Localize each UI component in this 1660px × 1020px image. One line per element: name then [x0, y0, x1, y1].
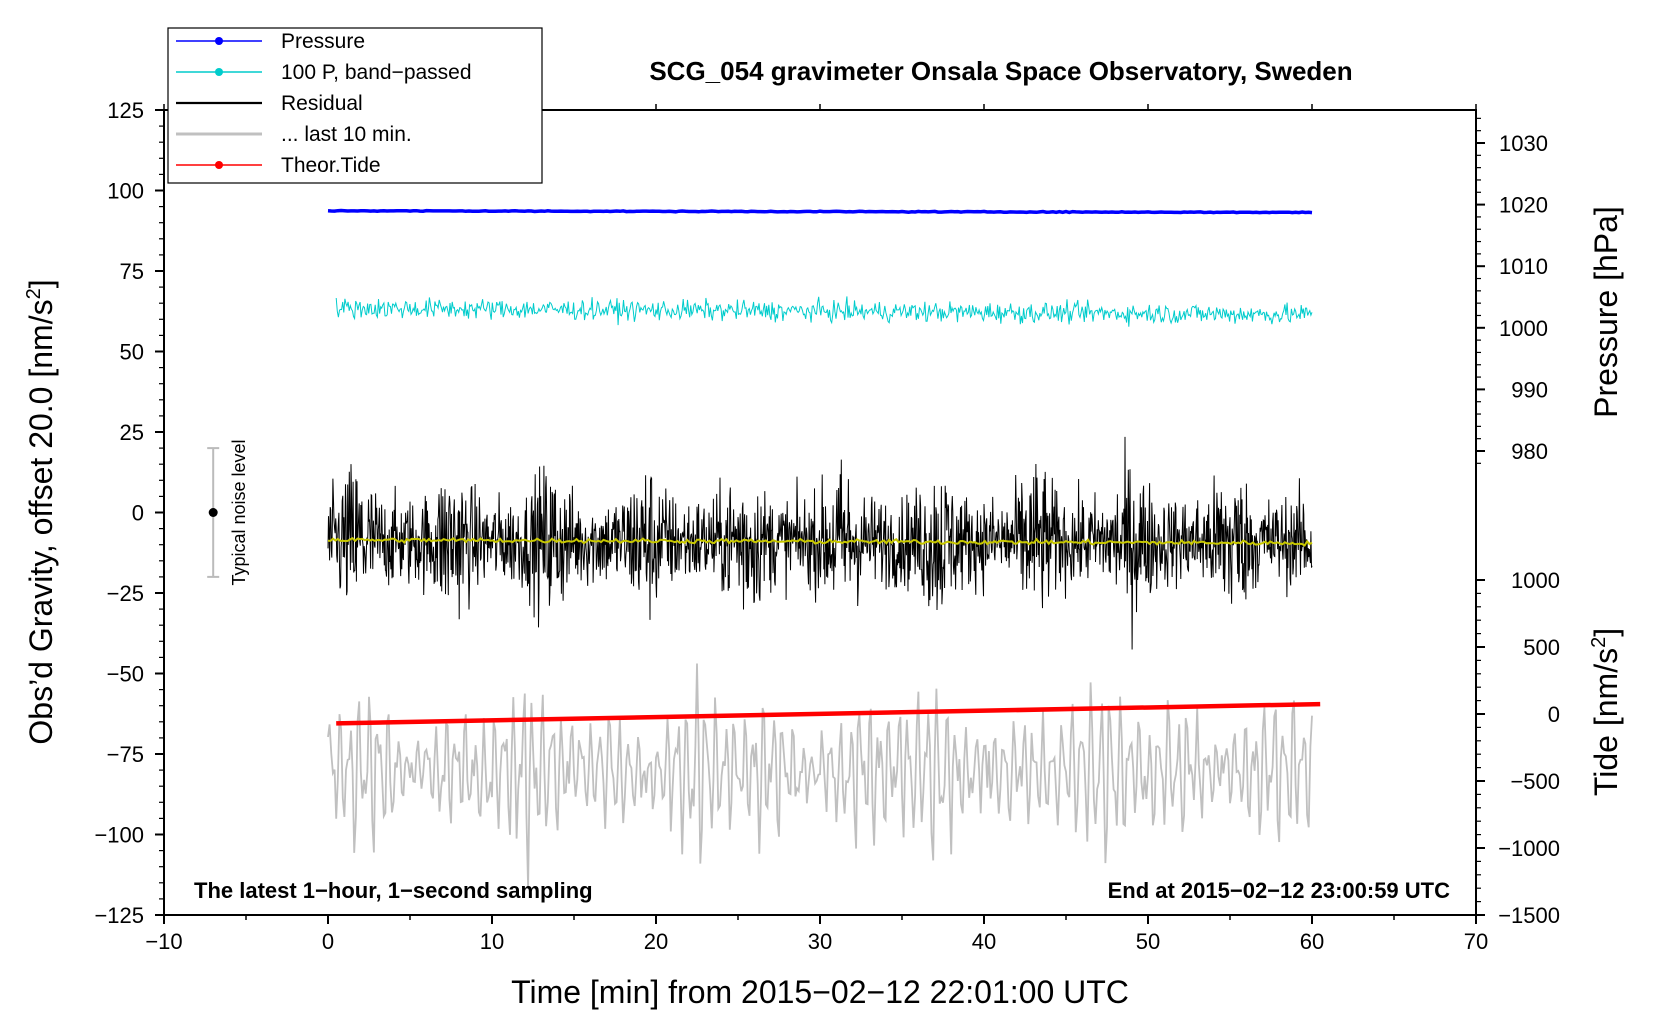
y-tick-label: −125 — [94, 903, 144, 928]
legend-label: 100 P, band−passed — [281, 61, 472, 84]
x-tick-label: −10 — [145, 929, 182, 954]
annotation-right: End at 2015−02−12 23:00:59 UTC — [1108, 878, 1451, 903]
x-tick-label: 20 — [644, 929, 668, 954]
y-axis-title-end: ] — [23, 279, 59, 288]
x-tick-label: 70 — [1464, 929, 1488, 954]
x-tick-label: 30 — [808, 929, 832, 954]
annotation-left: The latest 1−hour, 1−second sampling — [194, 878, 593, 903]
y-axis-title-sup: 2 — [23, 288, 45, 299]
y-tick-label: −75 — [107, 742, 144, 767]
tide-tick-label: −500 — [1510, 769, 1560, 794]
axis-layer: −10 0 10 20 30 40 50 60 701251007550250−25−50−75… — [94, 98, 1560, 954]
tide-tick-label: 0 — [1548, 702, 1560, 727]
legend-marker — [215, 37, 223, 45]
tide-tick-label: −1500 — [1498, 903, 1560, 928]
y-tick-label: 25 — [120, 420, 144, 445]
x-tick-label: 40 — [972, 929, 996, 954]
tide-axis-title-end: ] — [1588, 628, 1624, 637]
x-tick-label: 10 — [480, 929, 504, 954]
residual-smoothed-line — [327, 536, 1313, 547]
y-tick-label: −100 — [94, 823, 144, 848]
pressure-tick-label: 1020 — [1499, 193, 1548, 218]
tide-axis-title: Tide [nm/s2] — [1588, 628, 1624, 796]
tide-tick-label: 1000 — [1511, 568, 1560, 593]
x-tick-label: 60 — [1300, 929, 1324, 954]
pressure-tick-label: 980 — [1511, 439, 1548, 464]
noise-bar-dot — [208, 508, 218, 517]
noise-label: Typical noise level — [229, 439, 249, 585]
pressure-tick-label: 1010 — [1499, 254, 1548, 279]
y-tick-label: 75 — [120, 259, 144, 284]
y-tick-label: −50 — [107, 662, 144, 687]
x-tick-label: 50 — [1136, 929, 1160, 954]
chart-title: SCG_054 gravimeter Onsala Space Observat… — [649, 56, 1352, 86]
residual-line — [327, 436, 1313, 650]
x-axis-title: Time [min] from 2015−02−12 22:01:00 UTC — [511, 974, 1129, 1010]
last-10-min-line — [327, 663, 1313, 889]
legend-label: Theor.Tide — [281, 154, 381, 177]
theor-tide-line — [336, 701, 1321, 726]
y-tick-label: 100 — [107, 179, 144, 204]
noise-level-indicator: Typical noise level — [207, 439, 249, 586]
legend-marker — [215, 161, 223, 169]
legend-marker — [215, 68, 223, 76]
legend-label: Pressure — [281, 30, 365, 53]
pressure-tick-label: 1030 — [1499, 131, 1548, 156]
series-layer — [327, 208, 1321, 889]
x-tick-label: 0 — [322, 929, 334, 954]
y-tick-label: 125 — [107, 98, 144, 123]
legend-label: Residual — [281, 92, 363, 115]
legend: Pressure 100 P, band−passed Residual ... la… — [167, 27, 543, 184]
y-axis-title: Obs’d Gravity, offset 20.0 [nm/s2] — [23, 279, 59, 744]
tide-tick-label: 500 — [1523, 635, 1560, 660]
y-tick-label: 0 — [132, 501, 144, 526]
legend-label: ... last 10 min. — [281, 123, 412, 146]
band-passed-pressure-line — [335, 296, 1313, 327]
y-tick-label: −25 — [107, 581, 144, 606]
tide-axis-title-sup: 2 — [1588, 637, 1610, 648]
legend-box — [167, 27, 543, 184]
pressure-tick-label: 990 — [1511, 377, 1548, 402]
y-tick-label: 50 — [120, 340, 144, 365]
tide-tick-label: −1000 — [1498, 836, 1560, 861]
pressure-line — [327, 208, 1313, 215]
y-axis-title-main: Obs’d Gravity, offset 20.0 [nm/s — [23, 299, 59, 744]
pressure-axis-title: Pressure [hPa] — [1588, 206, 1624, 418]
tide-axis-title-main: Tide [nm/s — [1588, 648, 1624, 796]
pressure-tick-label: 1000 — [1499, 316, 1548, 341]
